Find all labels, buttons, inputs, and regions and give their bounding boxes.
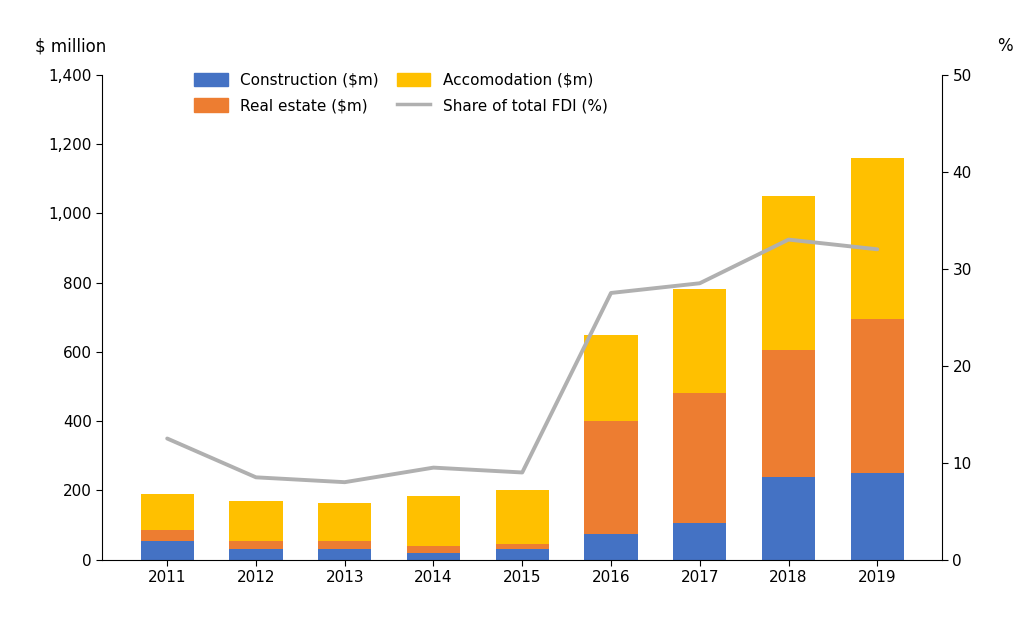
Bar [229,549,283,560]
Bar [851,158,904,319]
Bar [229,501,283,541]
Text: $ million: $ million [35,37,106,55]
Bar [673,524,726,560]
Bar [762,350,815,476]
Bar [140,494,194,531]
Bar [407,553,460,560]
Bar [140,541,194,560]
Bar [762,476,815,560]
Bar [407,546,460,553]
Bar [318,549,372,560]
Bar [585,534,638,560]
Bar [851,473,904,560]
Bar [318,503,372,541]
Bar [673,289,726,394]
Bar [496,549,549,560]
Bar [585,421,638,534]
Bar [140,531,194,541]
Bar [318,541,372,549]
Text: %: % [996,37,1013,55]
Legend: Construction ($m), Real estate ($m), Accomodation ($m), Share of total FDI (%): Construction ($m), Real estate ($m), Acc… [194,73,607,113]
Bar [585,335,638,421]
Bar [496,491,549,544]
Bar [673,394,726,524]
Bar [407,496,460,546]
Bar [229,541,283,549]
Bar [851,319,904,473]
Bar [762,196,815,350]
Bar [496,544,549,549]
